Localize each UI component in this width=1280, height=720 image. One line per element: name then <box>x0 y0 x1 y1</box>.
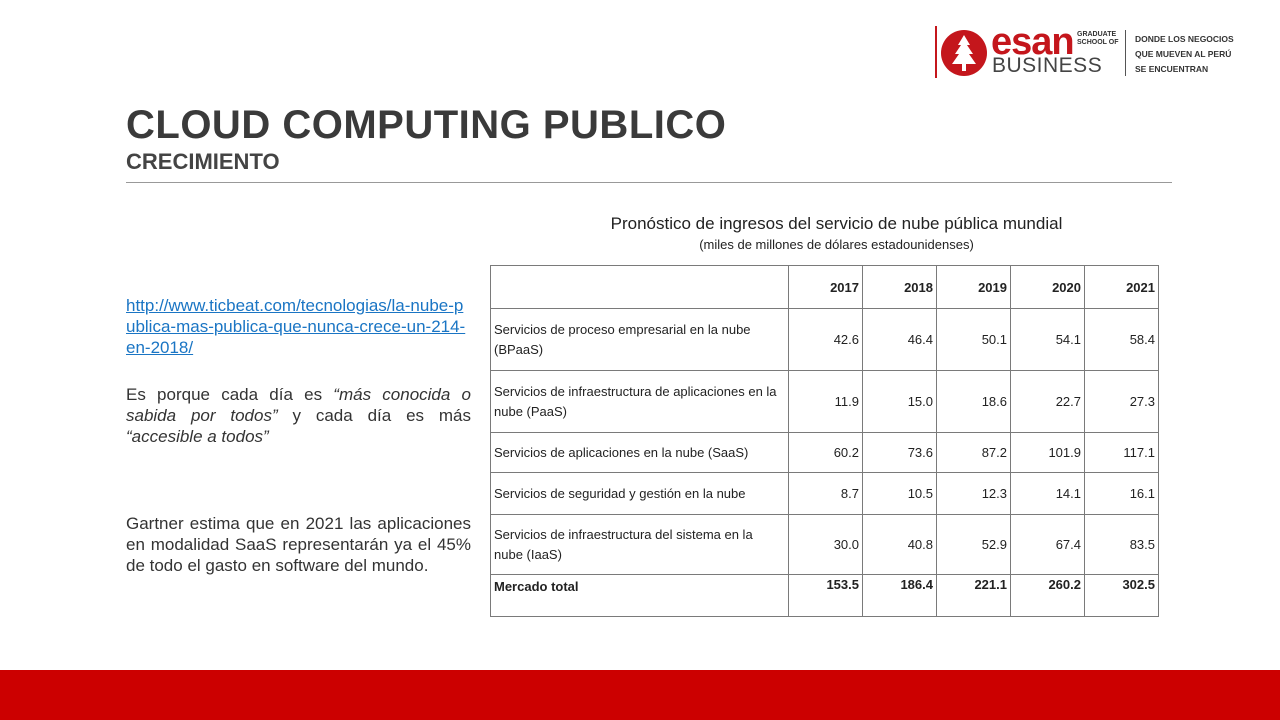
row-label: Servicios de aplicaciones en la nube (Sa… <box>490 432 789 473</box>
value-cell: 12.3 <box>936 472 1011 515</box>
value-cell: 87.2 <box>936 432 1011 473</box>
tagline-line: SE ENCUENTRAN <box>1135 64 1209 74</box>
value-cell: 221.1 <box>936 574 1011 617</box>
value-cell: 52.9 <box>936 514 1011 575</box>
title-divider <box>126 182 1172 183</box>
slide-title: CLOUD COMPUTING PUBLICO <box>126 103 727 147</box>
table-subcaption: (miles de millones de dólares estadounid… <box>699 237 974 252</box>
value-cell: 67.4 <box>1010 514 1085 575</box>
value-cell: 15.0 <box>862 370 937 433</box>
slide-subtitle: CRECIMIENTO <box>126 149 280 174</box>
logo-separator <box>1125 30 1126 76</box>
row-label: Mercado total <box>490 574 789 617</box>
paragraph-popularity: Es porque cada día es “más conocida o sa… <box>126 384 471 447</box>
header-cell: 2018 <box>862 265 937 309</box>
value-cell: 260.2 <box>1010 574 1085 617</box>
value-cell: 22.7 <box>1010 370 1085 433</box>
header-cell <box>490 265 789 309</box>
tree-icon <box>941 30 987 76</box>
logo-business: BUSINESS <box>992 54 1103 77</box>
value-cell: 302.5 <box>1084 574 1159 617</box>
table-total-row: Mercado total 153.5 186.4 221.1 260.2 30… <box>490 574 1159 617</box>
p1-text-a: Es porque cada día es <box>126 385 334 404</box>
value-cell: 10.5 <box>862 472 937 515</box>
logo-tagline: DONDE LOS NEGOCIOS QUE MUEVEN AL PERÚ SE… <box>1135 32 1234 77</box>
table-row: Servicios de seguridad y gestión en la n… <box>490 472 1159 515</box>
value-cell: 50.1 <box>936 308 1011 371</box>
value-cell: 14.1 <box>1010 472 1085 515</box>
logo-school: GRADUATE SCHOOL OF <box>1077 31 1118 47</box>
logo-divider <box>935 26 937 78</box>
source-link[interactable]: http://www.ticbeat.com/tecnologias/la-nu… <box>126 296 466 357</box>
row-label: Servicios de infraestructura del sistema… <box>490 514 789 575</box>
footer-bar <box>0 670 1280 720</box>
logo-brand: esan <box>991 21 1075 63</box>
p1-quote-b: “accesible a todos” <box>126 427 269 446</box>
value-cell: 117.1 <box>1084 432 1159 473</box>
tagline-line: QUE MUEVEN AL PERÚ <box>1135 49 1232 59</box>
value-cell: 101.9 <box>1010 432 1085 473</box>
p1-quote-a: “más conocida o sabida por todos” <box>126 385 472 425</box>
logo-school-line: GRADUATE <box>1077 31 1117 38</box>
value-cell: 186.4 <box>862 574 937 617</box>
header-cell: 2019 <box>936 265 1011 309</box>
row-label: Servicios de proceso empresarial en la n… <box>490 308 789 371</box>
value-cell: 27.3 <box>1084 370 1159 433</box>
tagline-line: DONDE LOS NEGOCIOS <box>1135 34 1234 44</box>
forecast-table: 2017 2018 2019 2020 2021 Servicios de pr… <box>490 265 1159 617</box>
value-cell: 73.6 <box>862 432 937 473</box>
paragraph-gartner: Gartner estima que en 2021 las aplicacio… <box>126 514 471 575</box>
table-caption: Pronóstico de ingresos del servicio de n… <box>610 214 1063 233</box>
value-cell: 8.7 <box>788 472 863 515</box>
value-cell: 18.6 <box>936 370 1011 433</box>
value-cell: 83.5 <box>1084 514 1159 575</box>
value-cell: 58.4 <box>1084 308 1159 371</box>
table-row: Servicios de proceso empresarial en la n… <box>490 308 1159 371</box>
p1-text-b: y cada día es más <box>277 406 471 425</box>
value-cell: 11.9 <box>788 370 863 433</box>
table-row: Servicios de infraestructura de aplicaci… <box>490 370 1159 433</box>
table-header-row: 2017 2018 2019 2020 2021 <box>490 265 1159 309</box>
table-row: Servicios de infraestructura del sistema… <box>490 514 1159 575</box>
esan-logo: esan GRADUATE SCHOOL OF BUSINESS DONDE L… <box>935 21 1235 82</box>
value-cell: 40.8 <box>862 514 937 575</box>
value-cell: 60.2 <box>788 432 863 473</box>
value-cell: 46.4 <box>862 308 937 371</box>
header-cell: 2021 <box>1084 265 1159 309</box>
logo-school-line: SCHOOL OF <box>1077 39 1119 46</box>
header-cell: 2017 <box>788 265 863 309</box>
value-cell: 153.5 <box>788 574 863 617</box>
header-cell: 2020 <box>1010 265 1085 309</box>
value-cell: 42.6 <box>788 308 863 371</box>
value-cell: 16.1 <box>1084 472 1159 515</box>
value-cell: 54.1 <box>1010 308 1085 371</box>
row-label: Servicios de infraestructura de aplicaci… <box>490 370 789 433</box>
table-row: Servicios de aplicaciones en la nube (Sa… <box>490 432 1159 473</box>
row-label: Servicios de seguridad y gestión en la n… <box>490 472 789 515</box>
value-cell: 30.0 <box>788 514 863 575</box>
